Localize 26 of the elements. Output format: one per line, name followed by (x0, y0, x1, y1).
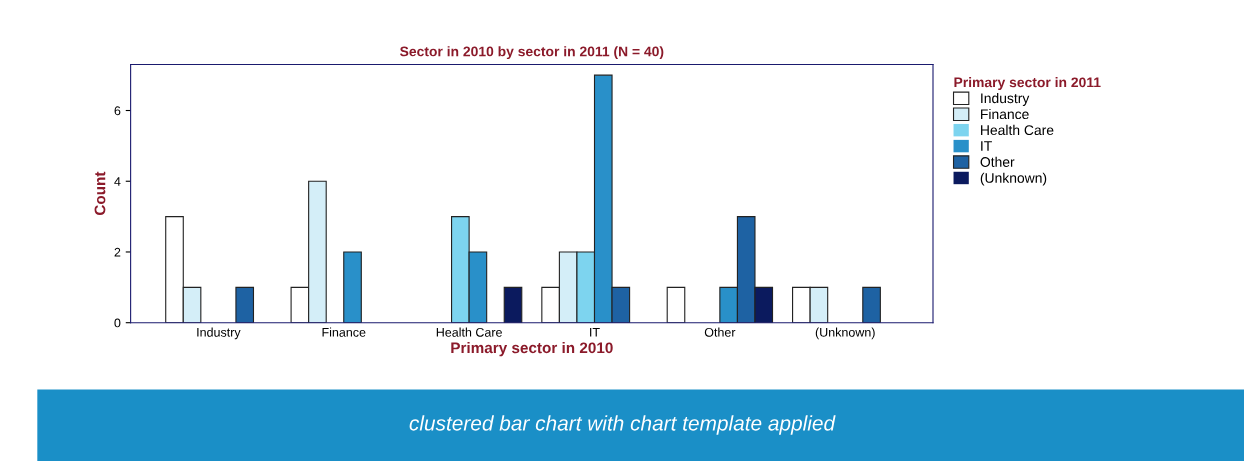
chart-title: Sector in 2010 by sector in 2011 (N = 40) (400, 46, 664, 60)
legend-label: IT (981, 141, 992, 151)
y-tick-label: 2 (114, 247, 121, 257)
legend-label: Industry (981, 92, 1030, 106)
x-tick-label: Other (704, 327, 736, 337)
bar (343, 251, 362, 323)
text: clustered bar chart with chart template applied (409, 415, 836, 435)
y-tick-label: 0 (114, 318, 121, 328)
x-tick-label: Health Care (436, 327, 502, 337)
legend-label: (Unknown) (980, 172, 1047, 186)
x-tick-label: IT (590, 328, 600, 337)
x-tick-label: Finance (322, 327, 366, 337)
x-axis-title: Primary sector in 2010 (451, 341, 613, 357)
y-tick-label: 4 (114, 177, 121, 186)
legend-label: Other (980, 156, 1015, 167)
bar (235, 286, 255, 323)
legend-label: Health Care (981, 124, 1054, 136)
legend-title: Primary sector in 2011 (954, 77, 1101, 90)
x-tick-label: Industry (197, 327, 241, 340)
legend-label: Finance (981, 108, 1029, 120)
y-tick-label: 6 (114, 106, 121, 116)
bar (666, 286, 686, 323)
bar (862, 286, 881, 323)
bar (503, 286, 523, 323)
x-tick-label: (Unknown) (815, 327, 875, 340)
y-axis-title: Count (94, 171, 106, 216)
